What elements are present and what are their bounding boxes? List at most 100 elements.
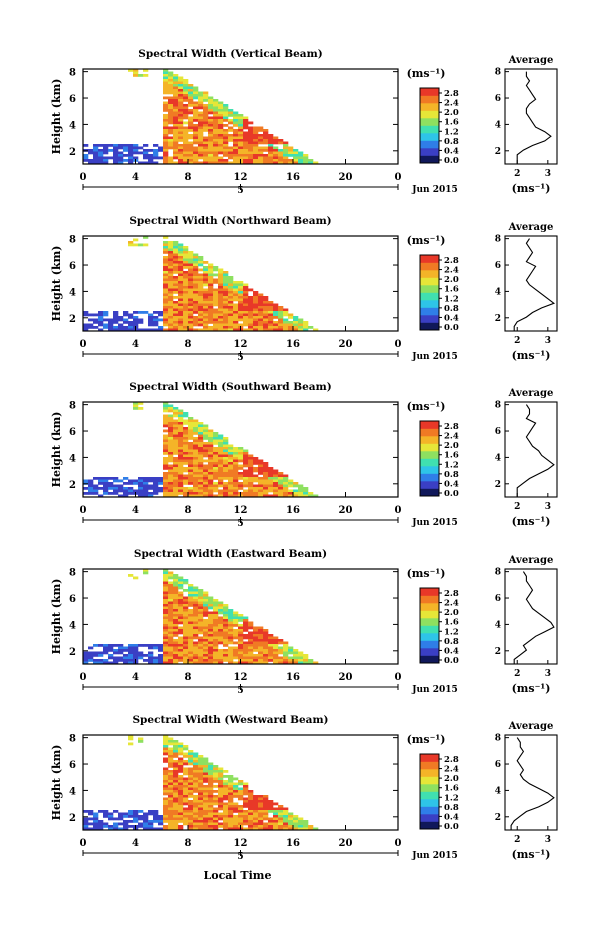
heat-cell	[178, 464, 184, 468]
heat-cell	[213, 790, 219, 793]
date-label: Jun 2015	[411, 851, 458, 861]
heat-cell	[248, 644, 254, 647]
heat-cell	[148, 492, 154, 495]
heat-cell	[178, 469, 184, 473]
heat-cell	[253, 159, 259, 162]
colorbar-swatch	[420, 118, 439, 126]
heat-cell	[268, 646, 274, 650]
heat-cell	[273, 636, 279, 640]
heat-cell	[248, 810, 254, 813]
heat-cell	[188, 434, 194, 438]
heat-cell	[223, 454, 229, 458]
heat-cell	[93, 151, 99, 155]
heat-cell	[143, 489, 149, 493]
heat-cell	[228, 129, 234, 132]
heat-cell	[168, 649, 174, 652]
heat-cell	[248, 149, 254, 152]
heat-cell	[128, 146, 134, 150]
heat-cell	[188, 144, 194, 147]
heat-cell	[163, 656, 169, 660]
heat-cell	[188, 472, 194, 475]
colorbar-swatch	[420, 88, 439, 96]
heat-cell	[178, 807, 184, 811]
heat-cell	[108, 654, 114, 657]
heat-cell	[228, 293, 234, 297]
heat-cell	[113, 318, 119, 322]
heat-cell	[208, 792, 214, 796]
heat-cell	[273, 827, 279, 831]
heat-cell	[198, 656, 204, 660]
heat-cell	[163, 439, 169, 443]
heat-cell	[243, 311, 249, 314]
heat-cell	[193, 641, 199, 645]
heat-cell	[208, 429, 214, 433]
heat-cell	[193, 427, 199, 430]
heat-cell	[248, 656, 254, 660]
heat-cell	[118, 151, 124, 155]
heat-cell	[233, 134, 239, 137]
heat-cell	[113, 321, 119, 324]
heat-cell	[153, 646, 159, 650]
heat-cell	[243, 293, 249, 297]
heat-cell	[288, 326, 294, 329]
y-axis-label: Height (km)	[50, 745, 63, 821]
heat-cell	[223, 464, 229, 468]
heat-cell	[293, 654, 299, 657]
heat-cell	[203, 482, 209, 485]
heat-cell	[108, 827, 114, 831]
heat-cell	[113, 489, 119, 493]
heat-cell	[188, 263, 194, 267]
heat-cell	[148, 149, 154, 152]
heat-cell	[218, 129, 224, 132]
heat-cell	[268, 649, 274, 652]
colorbar-frame	[419, 420, 440, 497]
heat-cell	[168, 760, 174, 763]
heat-cell	[163, 434, 169, 438]
heat-cell	[293, 494, 299, 498]
heat-cell	[163, 291, 169, 294]
heat-cell	[228, 815, 234, 818]
heat-cell	[178, 266, 184, 269]
heat-cell	[298, 492, 304, 495]
heat-cell	[168, 273, 174, 277]
heat-cell	[88, 492, 94, 495]
heat-cell	[213, 815, 219, 818]
heat-cell	[88, 487, 94, 490]
heat-cell	[278, 817, 284, 821]
heat-cell	[173, 124, 179, 127]
heat-cell	[308, 494, 314, 498]
heat-cell	[223, 621, 229, 625]
avg-y-tick-label: 4	[495, 620, 501, 630]
heat-cell	[193, 161, 199, 165]
heat-cell	[293, 817, 299, 821]
heat-cell	[253, 479, 259, 483]
heat-cell	[213, 439, 219, 443]
heat-cell	[213, 767, 219, 771]
heat-cell	[233, 810, 239, 813]
heat-cell	[93, 321, 99, 324]
heat-cell	[193, 301, 199, 304]
heat-cell	[193, 109, 199, 112]
heat-cell	[178, 596, 184, 600]
heat-cell	[223, 462, 229, 465]
avg-x-tick-label: 3	[545, 336, 551, 346]
y-tick-label: 4	[69, 620, 76, 631]
heat-cell	[168, 447, 174, 450]
heat-cell	[283, 810, 289, 813]
heat-cell	[203, 283, 209, 287]
heat-cell	[253, 827, 259, 831]
heat-cell	[233, 795, 239, 798]
heat-cell	[248, 825, 254, 828]
heat-cell	[198, 106, 204, 110]
heat-cell	[153, 311, 159, 314]
heat-cell	[198, 154, 204, 157]
heat-cell	[178, 452, 184, 455]
heat-cell	[223, 124, 229, 127]
heat-cell	[233, 777, 239, 781]
heat-cell	[188, 619, 194, 622]
heat-cell	[183, 494, 189, 498]
heat-cell	[198, 283, 204, 287]
heat-cell	[188, 293, 194, 297]
heat-cell	[218, 149, 224, 152]
heat-cell	[243, 634, 249, 637]
